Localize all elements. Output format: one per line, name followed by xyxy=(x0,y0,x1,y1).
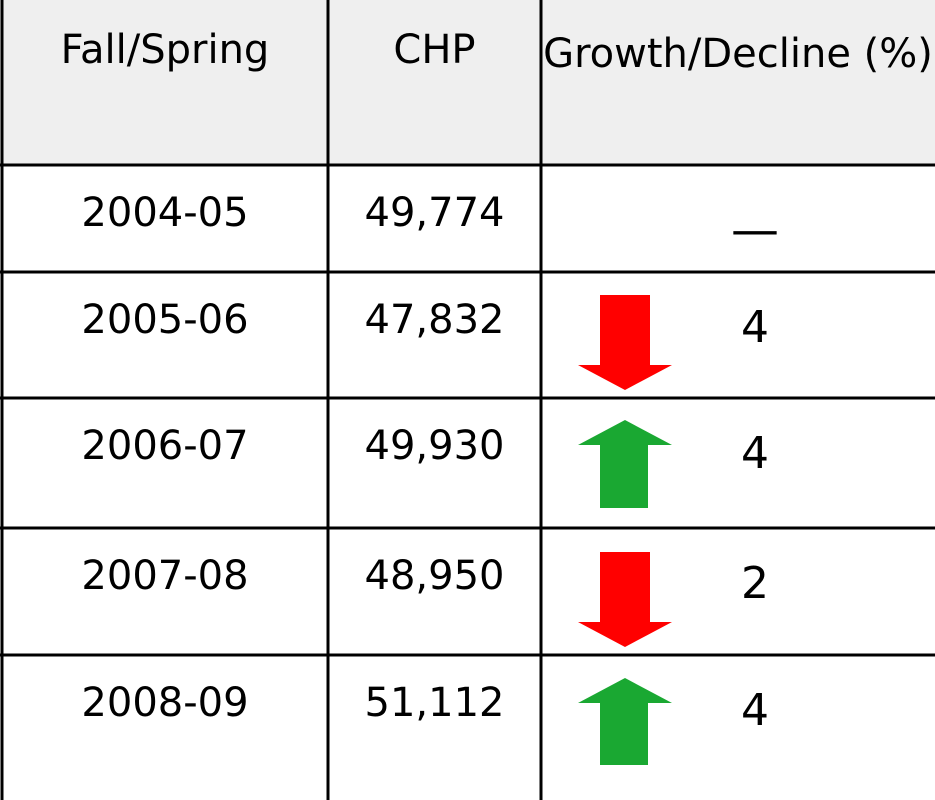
chp-cell: 51,112 xyxy=(364,680,505,726)
chp-cell: 48,950 xyxy=(364,553,505,599)
year-cell: 2004-05 xyxy=(81,190,249,236)
year-cell: 2007-08 xyxy=(81,553,249,599)
year-cell: 2005-06 xyxy=(81,297,249,343)
chp-cell: 49,774 xyxy=(364,190,505,236)
change-cell: 4 xyxy=(741,685,769,736)
chp-cell: 49,930 xyxy=(364,423,505,469)
growth-arrow xyxy=(578,420,672,508)
decline-arrow xyxy=(578,552,672,647)
header-cell: CHP xyxy=(393,27,476,73)
header-background xyxy=(0,0,935,165)
change-cell: — xyxy=(731,202,779,258)
change-cell: 4 xyxy=(741,302,769,353)
decline-arrow xyxy=(578,295,672,390)
change-cell: 2 xyxy=(741,558,769,609)
change-cell: 4 xyxy=(741,428,769,479)
growth-arrow xyxy=(578,678,672,765)
chp-cell: 47,832 xyxy=(364,297,505,343)
header-cell: Fall/Spring xyxy=(60,27,270,73)
year-cell: 2006-07 xyxy=(81,423,249,469)
year-cell: 2008-09 xyxy=(81,680,249,726)
header-cell: Growth/Decline (%) xyxy=(543,31,933,77)
